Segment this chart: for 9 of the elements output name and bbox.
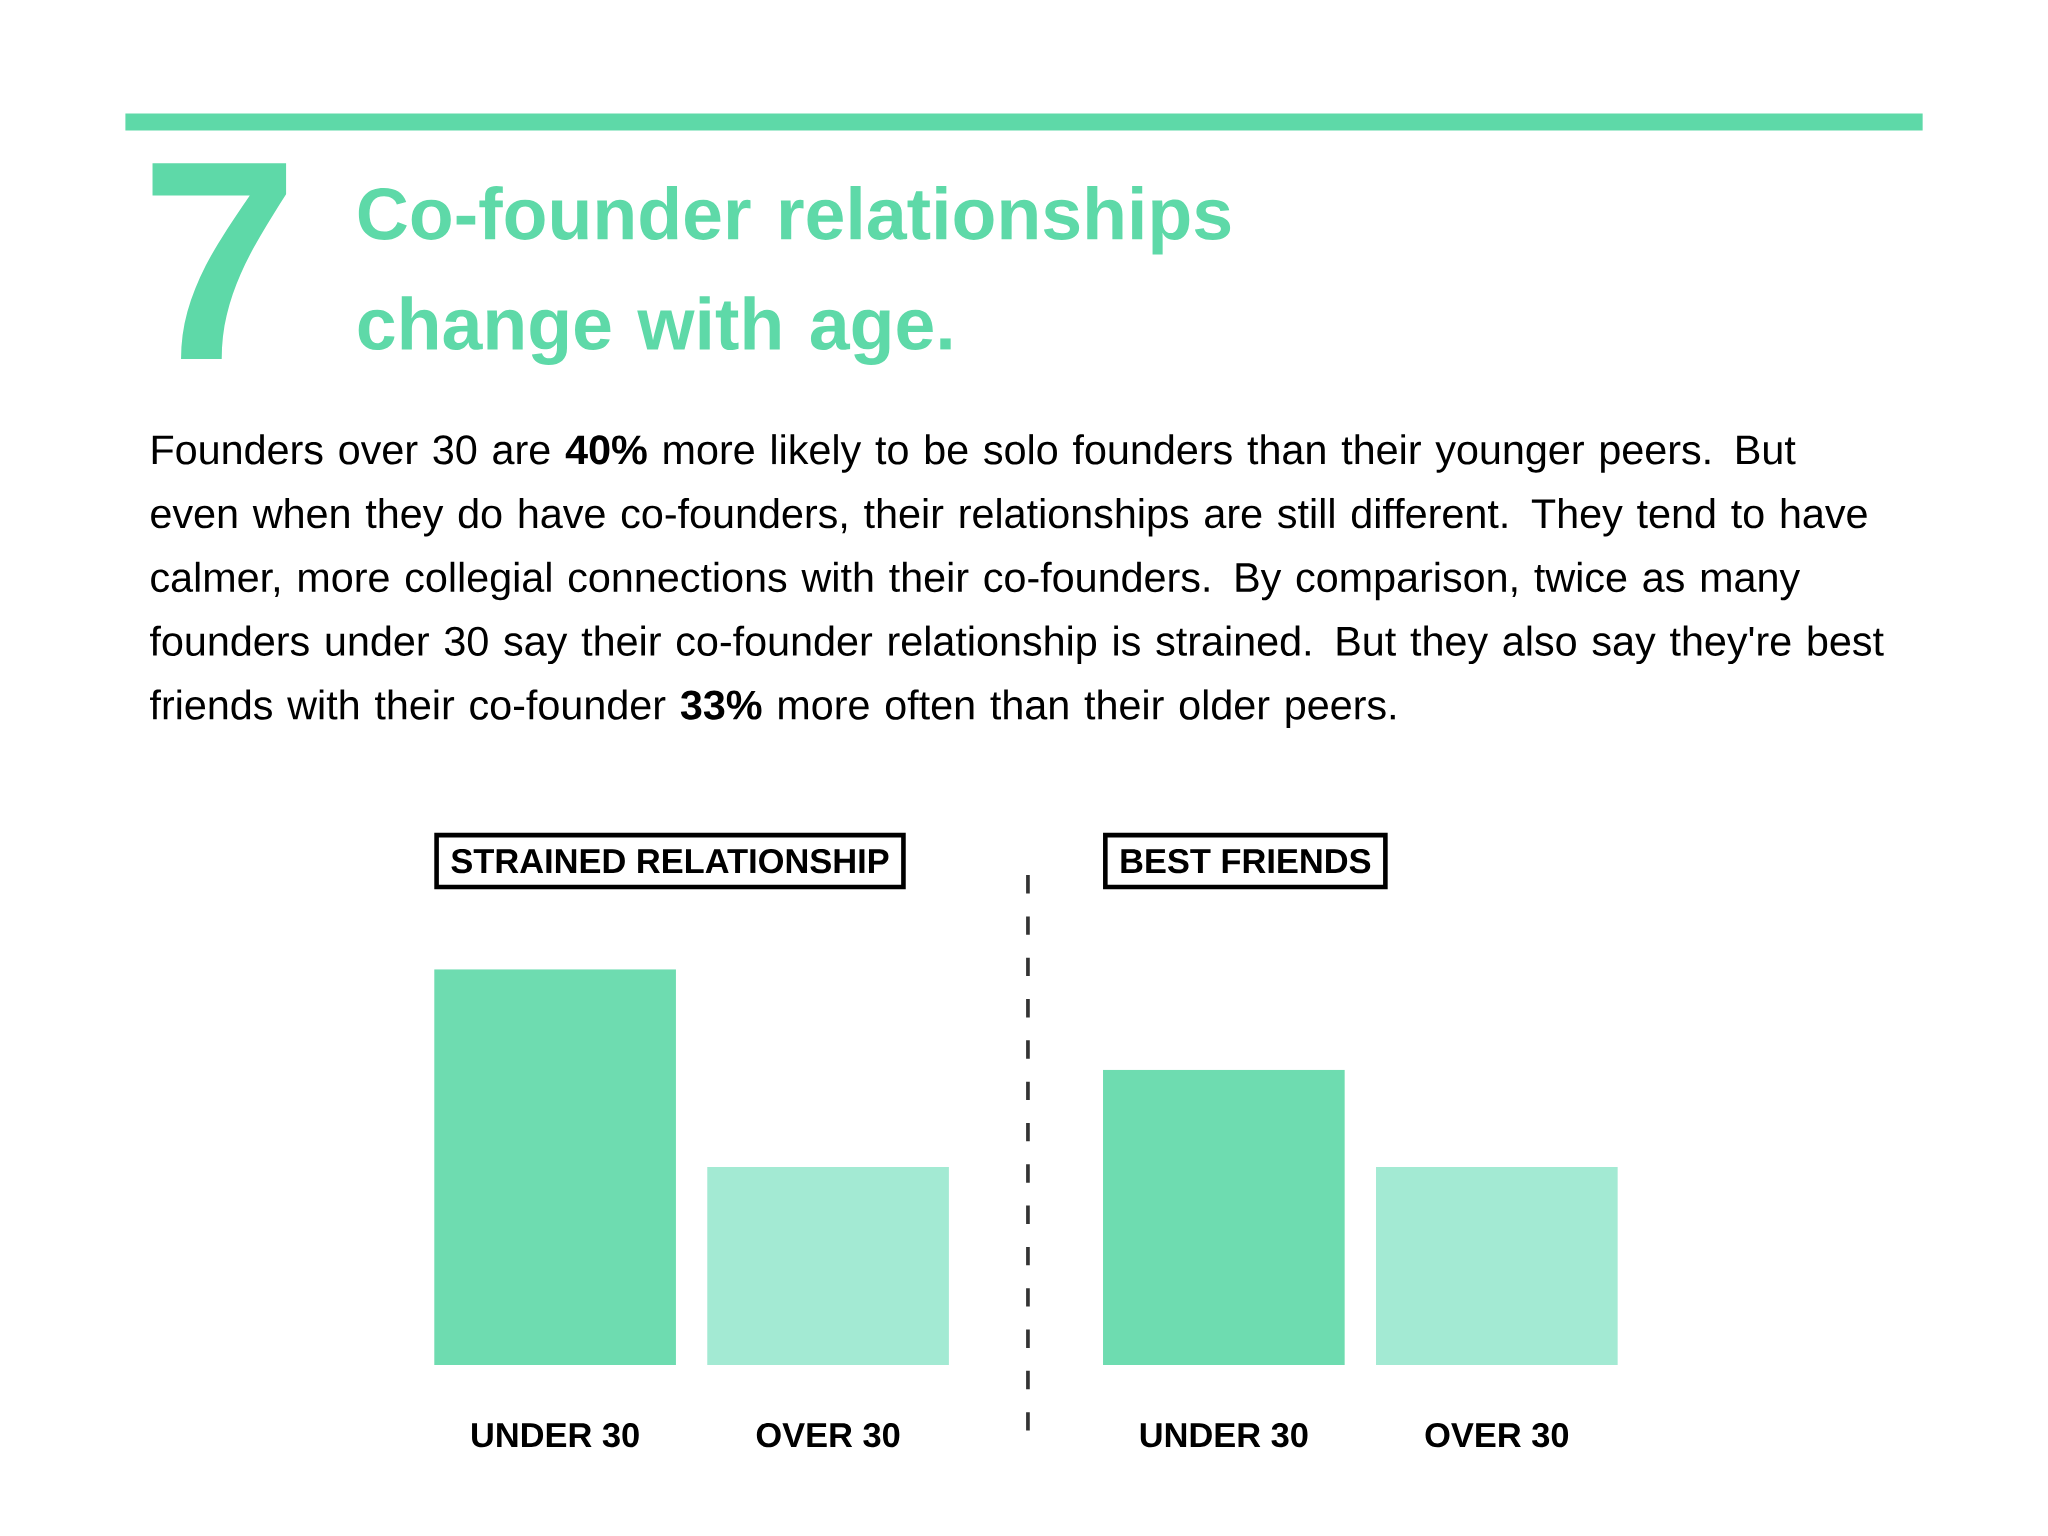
text: Founders over 30 are 40% more likely to be solo founders than their younger peers. But even when they do have co-founders, their relationships are still different. They tend to have calmer, more collegial connections with their co-founders. By comparison, twice as many founders under 30 say their co-founder relationship is strained. But they also say they're best friends with their co-founder 33% more often than their older peers.	[150, 434, 1884, 728]
x-tick-label: UNDER 30	[1140, 1422, 1308, 1448]
text: Co-founder relationships change with age.	[358, 186, 1231, 365]
x-tick-label: UNDER 30	[472, 1422, 639, 1448]
x-tick-label: OVER 30	[1425, 1422, 1569, 1448]
chart-title: BEST FRIENDS	[1121, 848, 1371, 874]
chart-title: STRAINED RELATIONSHIP	[451, 848, 889, 874]
text: 7	[152, 163, 287, 360]
x-tick-label: OVER 30	[756, 1422, 900, 1448]
